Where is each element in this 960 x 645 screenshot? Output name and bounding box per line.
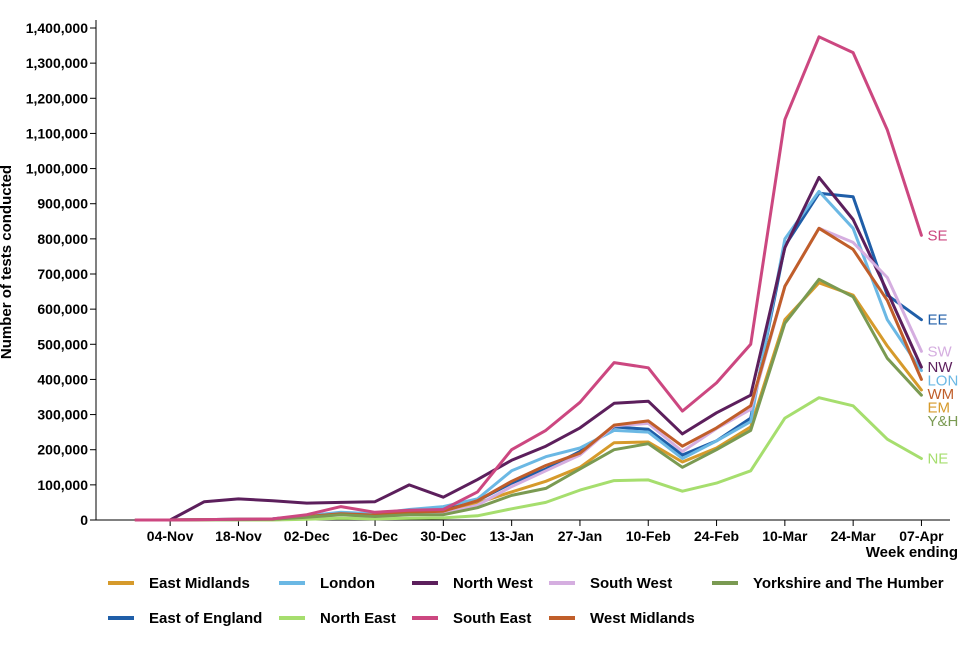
y-tick-label: 1,300,000 (26, 55, 88, 71)
series-line-yorkshire-and-the-humber (134, 277, 923, 522)
series-lines (134, 35, 923, 522)
end-label: EM (927, 400, 950, 417)
y-tick-label: 1,000,000 (26, 161, 88, 177)
x-tick-label: 02-Dec (284, 528, 330, 544)
end-label: WM (927, 386, 954, 403)
y-tick-label: 300,000 (37, 407, 88, 423)
x-tick-label: 10-Mar (762, 528, 808, 544)
y-tick-label: 400,000 (37, 371, 88, 387)
y-tick-label: 200,000 (37, 442, 88, 458)
y-tick-label: 1,100,000 (26, 125, 88, 141)
legend-item-label: Yorkshire and The Humber (753, 575, 944, 592)
series-line-north-east (134, 396, 923, 522)
x-tick-label: 24-Feb (694, 528, 739, 544)
legend-item-label: London (320, 575, 375, 592)
end-label: EE (927, 312, 947, 329)
y-tick-label: 600,000 (37, 301, 88, 317)
legend-item-label: East Midlands (149, 575, 250, 592)
legend-item-label: South West (590, 575, 672, 592)
legend: East Midlands London North West South West Y… (108, 575, 944, 627)
x-tick-label: 10-Feb (626, 528, 671, 544)
end-label: NE (927, 451, 948, 468)
y-tick-label: 1,400,000 (26, 20, 88, 36)
series-line-east-of-england (134, 191, 923, 522)
y-tick-label: 900,000 (37, 196, 88, 212)
end-label: NW (927, 359, 953, 376)
y-tick-label: 100,000 (37, 477, 88, 493)
axes: 0 100,000 200,000 300,000 400,000 500,000 600,… (26, 20, 950, 544)
x-tick-label: 27-Jan (558, 528, 602, 544)
x-tick-label: 13-Jan (489, 528, 533, 544)
end-label: Y&H (927, 413, 958, 430)
end-label: SW (927, 343, 952, 360)
y-tick-label: 500,000 (37, 336, 88, 352)
y-tick-label: 700,000 (37, 266, 88, 282)
legend-item-label: East of England (149, 610, 262, 627)
legend-item-label: South East (453, 610, 531, 627)
end-label: SE (927, 227, 947, 244)
series-line-south-east (134, 35, 923, 522)
series-line-east-midlands (134, 281, 923, 522)
y-tick-label: 800,000 (37, 231, 88, 247)
series-line-north-west (134, 175, 923, 522)
x-tick-label: 16-Dec (352, 528, 398, 544)
x-axis-label: Week ending (866, 544, 958, 561)
y-tick-label: 0 (80, 512, 88, 528)
x-tick-label: 07-Apr (899, 528, 944, 544)
x-tick-label: 24-Mar (831, 528, 877, 544)
x-tick-label: 04-Nov (147, 528, 194, 544)
x-tick-label: 30-Dec (420, 528, 466, 544)
y-axis-label: Number of tests conducted (0, 165, 15, 359)
series-line-london (134, 189, 923, 522)
x-tick-label: 18-Nov (215, 528, 262, 544)
legend-item-label: West Midlands (590, 610, 695, 627)
legend-item-label: North East (320, 610, 396, 627)
legend-item-label: North West (453, 575, 533, 592)
end-label: LON (927, 373, 958, 390)
y-tick-label: 1,200,000 (26, 90, 88, 106)
